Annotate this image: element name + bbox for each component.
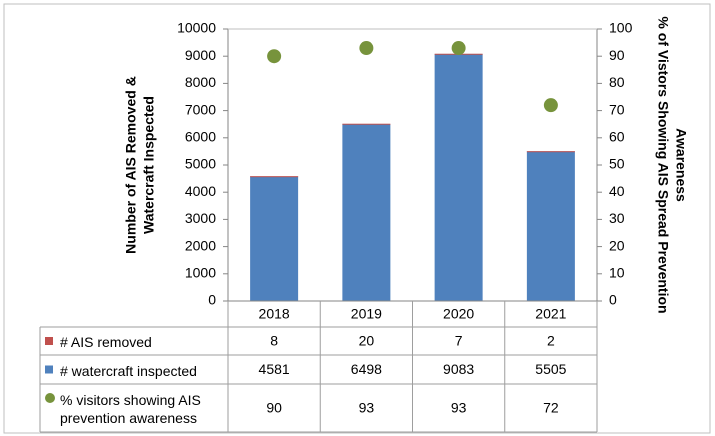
- y-tick-label: 9000: [185, 47, 216, 63]
- bar: [434, 53, 483, 301]
- table-value: 5505: [535, 361, 566, 377]
- bar: [526, 151, 575, 301]
- table-value: 20: [359, 333, 375, 349]
- y-tick-label: 6000: [185, 129, 216, 145]
- y2-tick-label: 30: [609, 210, 625, 226]
- y2-tick-label: 50: [609, 156, 625, 172]
- bar: [250, 176, 299, 301]
- y2-tick-label: 90: [609, 47, 625, 63]
- chart-border: [3, 3, 711, 434]
- y2-tick-label: 0: [609, 292, 617, 308]
- legend-cell: # AIS removed: [60, 334, 152, 350]
- legend-marker: [45, 337, 53, 345]
- y-axis-title: Watercraft Inspected: [141, 96, 157, 234]
- x-tick-label: 2021: [535, 306, 566, 322]
- y-tick-label: 0: [208, 292, 216, 308]
- table-value: 4581: [259, 361, 290, 377]
- table-value: 93: [451, 400, 467, 416]
- marker: [543, 98, 558, 113]
- bar: [342, 124, 391, 302]
- table-value: 8: [270, 333, 278, 349]
- x-tick-label: 2019: [351, 306, 382, 322]
- y-tick-label: 8000: [185, 74, 216, 90]
- table-value: 72: [543, 400, 559, 416]
- y2-axis-title: % of Vistors Showing AIS Spread Preventi…: [655, 16, 671, 313]
- y2-tick-label: 80: [609, 74, 625, 90]
- y-tick-label: 3000: [185, 210, 216, 226]
- x-tick-label: 2018: [259, 306, 290, 322]
- x-tick-label: 2020: [443, 306, 474, 322]
- bar: [526, 151, 575, 153]
- y2-tick-label: 40: [609, 183, 625, 199]
- legend-marker: [45, 393, 55, 403]
- table-value: 90: [266, 400, 282, 416]
- legend-cell: % visitors showing AIS prevention awaren…: [60, 392, 201, 426]
- legend-label: # watercraft inspected: [60, 362, 197, 379]
- marker: [267, 49, 282, 64]
- y-tick-label: 1000: [185, 265, 216, 281]
- table-value: 9083: [443, 361, 474, 377]
- bar: [342, 123, 391, 125]
- legend-cell: # watercraft inspected: [60, 362, 197, 379]
- legend-label: % visitors showing AIS prevention awaren…: [60, 392, 201, 426]
- legend-label: # AIS removed: [60, 334, 152, 350]
- marker: [451, 41, 466, 56]
- y-tick-label: 10000: [177, 20, 216, 36]
- marker: [359, 41, 374, 56]
- y2-axis-title: Awareness: [673, 128, 689, 202]
- y-tick-label: 4000: [185, 183, 216, 199]
- table-value: 6498: [351, 361, 382, 377]
- y2-tick-label: 20: [609, 237, 625, 253]
- y-tick-label: 2000: [185, 237, 216, 253]
- y2-tick-label: 10: [609, 265, 625, 281]
- y-axis-title: Number of AIS Removed &: [123, 76, 139, 254]
- legend-marker: [45, 365, 53, 374]
- table-value: 2: [547, 333, 555, 349]
- table-value: 7: [455, 333, 463, 349]
- bar: [250, 176, 299, 178]
- table-value: 93: [359, 400, 375, 416]
- y2-tick-label: 100: [609, 20, 633, 36]
- y2-tick-label: 60: [609, 129, 625, 145]
- y-tick-label: 7000: [185, 101, 216, 117]
- y2-tick-label: 70: [609, 101, 625, 117]
- y-tick-label: 5000: [185, 156, 216, 172]
